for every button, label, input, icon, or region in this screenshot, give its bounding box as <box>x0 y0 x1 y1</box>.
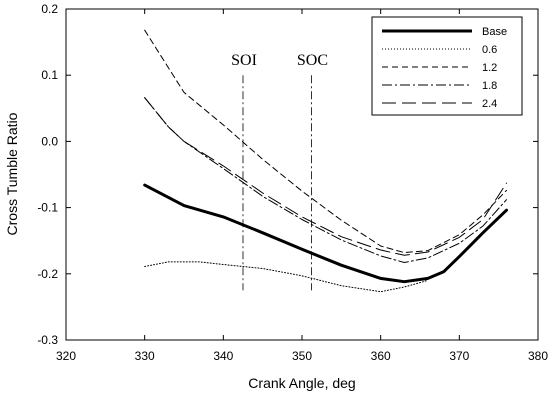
x-tick-label: 330 <box>135 349 155 363</box>
legend-box <box>371 16 523 116</box>
series-layer <box>143 29 508 293</box>
y-tick-label: 0.0 <box>41 134 58 148</box>
x-tick-label: 320 <box>56 349 76 363</box>
legend-label: Base <box>482 26 507 38</box>
legend-label: 1.2 <box>482 62 497 74</box>
x-tick-label: 360 <box>371 349 391 363</box>
legend-label: 1.8 <box>482 80 497 92</box>
y-tick-label: -0.1 <box>37 201 58 215</box>
series-line-2-4 <box>144 97 507 256</box>
axis-layer: 320 330 340 350 360 370 380 -0.3 -0.2 -0.1 0.0 0.1 0… <box>37 2 548 363</box>
x-tick-label: 370 <box>449 349 469 363</box>
y-tick-label: 0.2 <box>41 2 58 16</box>
series-line-1-8 <box>144 97 507 263</box>
y-axis-title: Cross Tumble Ratio <box>4 112 20 235</box>
y-tick-label: -0.2 <box>37 267 58 281</box>
annotation-label-soc: SOC <box>297 52 328 69</box>
y-tick-label: -0.3 <box>37 333 58 347</box>
legend-label: 0.6 <box>482 44 497 56</box>
annotation-layer: SOI SOC <box>231 52 328 291</box>
x-tick-label: 380 <box>528 349 548 363</box>
annotation-label-soi: SOI <box>231 52 257 69</box>
series-line-base <box>143 183 508 284</box>
series-line-0-6 <box>144 261 429 293</box>
x-tick-label: 350 <box>292 349 312 363</box>
legend-label: 2.4 <box>482 98 497 110</box>
y-tick-label: 0.1 <box>41 68 58 82</box>
x-axis-title: Crank Angle, deg <box>248 375 355 391</box>
series-line-1-2 <box>144 29 507 254</box>
legend: Base 0.6 1.2 1.8 2.4 <box>371 16 523 116</box>
x-tick-label: 340 <box>213 349 233 363</box>
